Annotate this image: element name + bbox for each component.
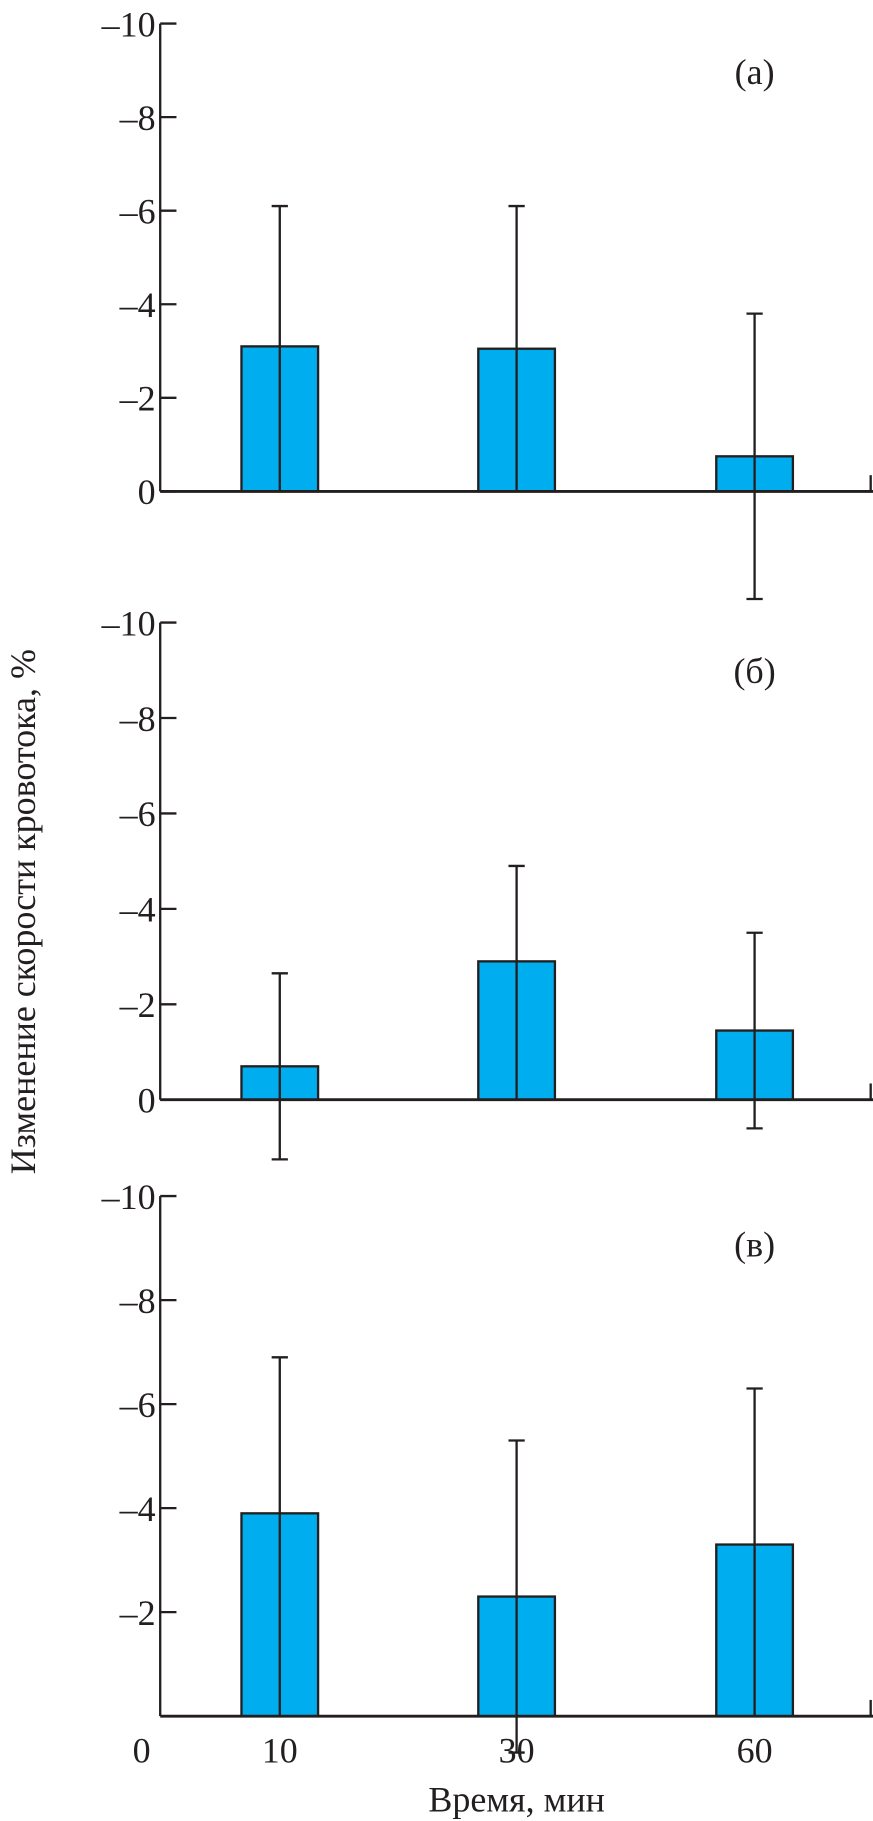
y-tick-label: –4 <box>119 285 156 325</box>
panel-label: (а) <box>735 52 775 92</box>
y-tick-label: –8 <box>119 1281 156 1321</box>
y-tick-label: –4 <box>119 1489 156 1529</box>
y-tick-label: 0 <box>138 472 156 512</box>
y-tick-label: –6 <box>119 191 156 231</box>
panel-2: 0 –2 –4 –6 –8 –10 (б) <box>101 603 873 1161</box>
y-tick-label: –2 <box>119 985 156 1025</box>
panel-label: (б) <box>733 651 775 691</box>
x-tick-label: 10 <box>262 1731 298 1771</box>
y-tick-label: –10 <box>101 1177 156 1217</box>
y-tick-label: –6 <box>119 1385 156 1425</box>
x-origin-label: 0 <box>133 1731 151 1771</box>
y-tick-label: –2 <box>119 379 156 419</box>
y-axis-label: Изменение скорости кровотока, % <box>3 649 43 1174</box>
panel-label: (в) <box>734 1224 775 1264</box>
panel-3: –2 –4 –6 –8 –10 (в) <box>101 1177 873 1754</box>
y-tick-label: –4 <box>119 890 156 930</box>
y-tick-label: –10 <box>101 603 156 643</box>
y-tick-label: 0 <box>138 1080 156 1120</box>
x-tick-label: 30 <box>499 1731 535 1771</box>
y-tick-label: –2 <box>119 1593 156 1633</box>
x-tick-label: 60 <box>737 1731 773 1771</box>
x-axis-label: Время, мин <box>428 1779 604 1819</box>
panel-1: 0 –2 –4 –6 –8 –10 (а) <box>101 4 873 601</box>
y-tick-label: –8 <box>119 699 156 739</box>
y-tick-label: –8 <box>119 98 156 138</box>
y-tick-label: –6 <box>119 794 156 834</box>
y-tick-label: –10 <box>101 4 156 44</box>
